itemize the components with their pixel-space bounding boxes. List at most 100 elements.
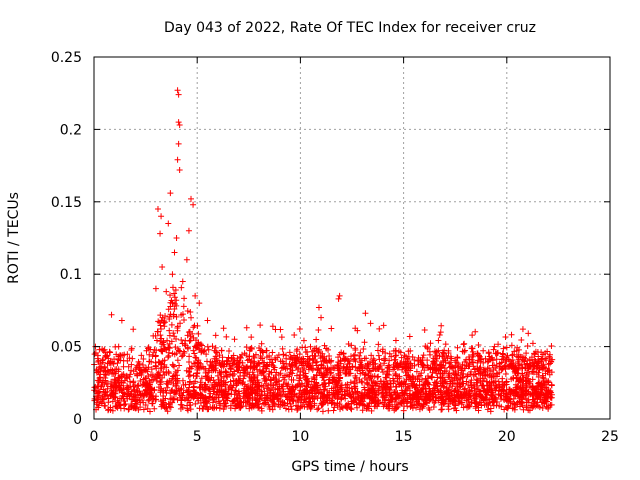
data-point	[187, 337, 194, 344]
data-point	[527, 362, 534, 369]
data-point	[525, 330, 532, 337]
data-point	[468, 377, 475, 384]
data-point	[180, 303, 187, 310]
data-point	[296, 377, 303, 384]
data-point	[469, 332, 476, 339]
data-point	[409, 405, 416, 412]
data-point	[441, 376, 448, 383]
data-point	[347, 393, 354, 400]
data-point	[116, 402, 123, 409]
data-point	[459, 361, 466, 368]
data-point	[189, 330, 196, 337]
data-point	[280, 374, 287, 381]
data-point	[469, 345, 476, 352]
data-point	[531, 351, 538, 358]
data-point	[160, 392, 167, 399]
data-point	[145, 397, 152, 404]
data-point	[271, 366, 278, 373]
data-point	[157, 322, 164, 329]
data-point	[158, 213, 165, 220]
data-point	[536, 404, 543, 411]
data-point	[346, 389, 353, 396]
x-tick-label: 25	[601, 429, 619, 445]
data-point	[153, 396, 160, 403]
data-point	[432, 353, 439, 360]
data-point	[195, 363, 202, 370]
data-point	[174, 156, 181, 163]
data-point	[127, 391, 134, 398]
data-point	[275, 351, 282, 358]
data-point	[339, 388, 346, 395]
data-point	[108, 311, 115, 318]
data-point	[487, 391, 494, 398]
data-point	[126, 373, 133, 380]
data-point	[259, 355, 266, 362]
data-point	[544, 398, 551, 405]
data-point	[470, 372, 477, 379]
data-point	[366, 389, 373, 396]
data-point	[456, 398, 463, 405]
data-point	[154, 328, 161, 335]
data-point	[314, 395, 321, 402]
data-point	[232, 402, 239, 409]
data-point	[399, 366, 406, 373]
data-point	[292, 354, 299, 361]
data-point	[246, 400, 253, 407]
data-point	[520, 406, 527, 413]
data-point	[161, 318, 168, 325]
data-point	[330, 376, 337, 383]
data-point	[311, 402, 318, 409]
data-point	[529, 392, 536, 399]
data-point	[228, 391, 235, 398]
data-point	[367, 368, 374, 375]
data-point	[478, 402, 485, 409]
data-point	[161, 363, 168, 370]
data-point	[300, 337, 307, 344]
data-point	[152, 285, 159, 292]
data-point	[431, 387, 438, 394]
data-point	[359, 394, 366, 401]
data-point	[518, 336, 525, 343]
data-point	[164, 384, 171, 391]
data-point	[503, 381, 510, 388]
x-axis-label: GPS time / hours	[291, 459, 408, 475]
data-point	[237, 353, 244, 360]
data-point	[313, 379, 320, 386]
data-point	[474, 380, 481, 387]
data-point	[230, 377, 237, 384]
data-point	[179, 340, 186, 347]
data-point	[416, 400, 423, 407]
data-point	[304, 378, 311, 385]
data-point	[523, 403, 530, 410]
data-point	[96, 374, 103, 381]
data-point	[186, 353, 193, 360]
data-point	[545, 394, 552, 401]
data-point	[445, 406, 452, 413]
y-axis-label: ROTI / TECUs	[6, 192, 22, 284]
data-point	[506, 395, 513, 402]
data-point	[508, 363, 515, 370]
data-point	[243, 344, 250, 351]
data-point	[369, 365, 376, 372]
data-point	[165, 352, 172, 359]
data-point	[447, 353, 454, 360]
data-point	[192, 354, 199, 361]
data-point	[334, 380, 341, 387]
data-point	[496, 391, 503, 398]
data-point	[213, 398, 220, 405]
data-point	[307, 343, 314, 350]
data-point	[115, 355, 122, 362]
data-point	[341, 391, 348, 398]
data-point	[173, 297, 180, 304]
data-point	[167, 303, 174, 310]
data-point	[173, 377, 180, 384]
data-point	[272, 356, 279, 363]
data-point	[529, 340, 536, 347]
data-point	[228, 382, 235, 389]
data-point	[133, 401, 140, 408]
data-point	[437, 363, 444, 370]
data-point	[171, 363, 178, 370]
data-point	[223, 333, 230, 340]
data-point	[414, 390, 421, 397]
data-point	[295, 393, 302, 400]
